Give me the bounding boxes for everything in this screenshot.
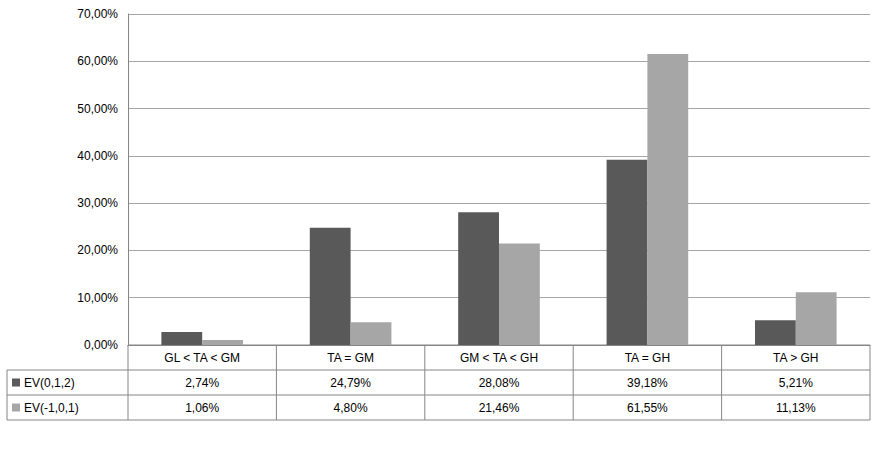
svg-text:20,00%: 20,00% (77, 243, 118, 257)
svg-text:4,80%: 4,80% (334, 401, 368, 415)
svg-text:TA = GM: TA = GM (327, 351, 374, 365)
svg-text:GL < TA < GM: GL < TA < GM (164, 351, 240, 365)
svg-text:1,06%: 1,06% (185, 401, 219, 415)
svg-text:61,55%: 61,55% (627, 401, 668, 415)
svg-text:11,13%: 11,13% (776, 401, 816, 415)
svg-text:10,00%: 10,00% (77, 291, 118, 305)
svg-text:39,18%: 39,18% (627, 376, 668, 390)
svg-text:60,00%: 60,00% (77, 54, 118, 68)
svg-text:50,00%: 50,00% (77, 102, 118, 116)
svg-text:TA = GH: TA = GH (625, 351, 670, 365)
svg-text:2,74%: 2,74% (185, 376, 219, 390)
svg-text:EV(0,1,2): EV(0,1,2) (24, 376, 75, 390)
svg-text:TA > GH: TA > GH (773, 351, 818, 365)
svg-text:GM < TA < GH: GM < TA < GH (460, 351, 538, 365)
svg-text:30,00%: 30,00% (77, 196, 118, 210)
svg-text:EV(-1,0,1): EV(-1,0,1) (24, 401, 79, 415)
svg-text:24,79%: 24,79% (330, 376, 371, 390)
svg-text:5,21%: 5,21% (779, 376, 813, 390)
svg-text:28,08%: 28,08% (479, 376, 520, 390)
svg-text:21,46%: 21,46% (479, 401, 520, 415)
svg-text:70,00%: 70,00% (77, 7, 118, 21)
svg-text:0,00%: 0,00% (84, 338, 118, 352)
svg-text:40,00%: 40,00% (77, 149, 118, 163)
